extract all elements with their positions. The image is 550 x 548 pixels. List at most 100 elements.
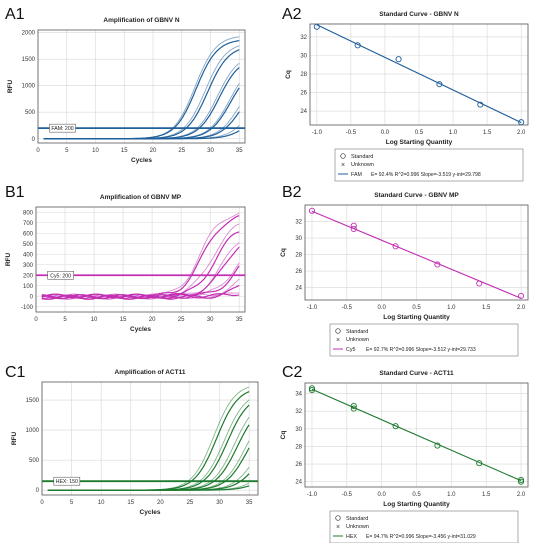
x-tick-label: 20 <box>149 317 156 323</box>
x-tick-label: -1.0 <box>312 130 323 136</box>
y-tick-label: 1500 <box>26 398 40 404</box>
x-tick-label: 0.0 <box>377 305 386 311</box>
x-tick-label: 0.5 <box>412 305 421 311</box>
panel-b2: B2 Standard Curve - GBNV MP -1.0 -0.5 0.0 0.5… <box>280 184 529 357</box>
x-tick-label: 0 <box>36 148 40 154</box>
panel-b1: B1 Amplification of GBNV MP 0 5 10 15 20 25 30 35… <box>5 184 246 333</box>
y-tick-label: 1000 <box>26 428 40 434</box>
threshold-label-box <box>49 123 76 133</box>
panel-label: B1 <box>5 184 25 201</box>
legend: Standard × Unknown FAM E= 92.4% R^2=0.996 Sl… <box>334 148 524 182</box>
x-tick-label: 2.0 <box>517 305 526 311</box>
x-tick-label: 15 <box>121 148 128 154</box>
standard-point <box>517 478 525 485</box>
y-tick-label: 24 <box>295 480 302 486</box>
fit-line <box>311 388 522 482</box>
plot-frame <box>309 23 529 126</box>
x-tick-label: 0.5 <box>412 492 421 498</box>
y-tick-label: 34 <box>295 392 302 398</box>
amplification-curve <box>47 386 250 491</box>
y-tick-label: 300 <box>23 263 34 269</box>
x-tick-label: 1.5 <box>482 492 491 498</box>
y-tick-label: 28 <box>295 444 302 450</box>
x-tick-label: 0.5 <box>415 130 424 136</box>
x-tick-label: -0.5 <box>342 305 353 311</box>
legend-box <box>329 510 519 544</box>
legend-standard-marker <box>340 153 346 159</box>
y-tick-label: 600 <box>23 231 34 237</box>
legend-unknown-marker: × <box>336 337 340 344</box>
amplification-curve <box>47 485 250 491</box>
chart-title: Amplification of GBNV N <box>103 17 180 24</box>
legend-box <box>329 323 519 357</box>
panel-label: A1 <box>5 6 25 23</box>
standard-point <box>350 222 357 229</box>
x-tick-label: -1.0 <box>307 492 318 498</box>
plot-area <box>313 24 525 125</box>
plot-area: FAM: 200 <box>38 36 245 140</box>
x-tick-label: 35 <box>246 500 253 506</box>
y-tick-label: 2000 <box>22 31 36 37</box>
x-tick-label: 15 <box>120 317 127 323</box>
x-tick-label: -1.0 <box>307 305 318 311</box>
y-tick-label: 24 <box>300 109 307 115</box>
y-tick-label: 32 <box>295 409 302 415</box>
x-tick-label: 30 <box>207 317 214 323</box>
x-tick-label: 35 <box>236 317 243 323</box>
x-tick-label: 20 <box>157 500 164 506</box>
x-tick-label: 1.0 <box>447 492 456 498</box>
x-axis-label: Log Starting Quantity <box>383 314 450 321</box>
x-tick-label: 30 <box>207 148 214 154</box>
panel-c1: C1 Amplification of ACT11 0 5 10 15 20 25 30 35 0 5… <box>5 364 259 516</box>
y-tick-label: 1500 <box>22 57 36 63</box>
x-tick-label: 30 <box>216 500 223 506</box>
y-tick-label: 26 <box>295 269 302 275</box>
y-tick-label: 26 <box>295 462 302 468</box>
plot-frame <box>304 382 529 488</box>
plot-frame <box>37 29 246 144</box>
amplification-curve <box>41 212 240 300</box>
y-axis-label: Cq <box>285 70 292 79</box>
x-tick-label: 1.0 <box>447 305 456 311</box>
y-tick-label: 800 <box>23 210 34 216</box>
legend-standard-marker <box>335 515 341 521</box>
standard-point <box>308 207 316 214</box>
legend-fit-stats: E= 92.4% R^2=0.996 Slope=-3.519 y-int=29… <box>371 172 481 178</box>
x-tick-label: 0.0 <box>377 492 386 498</box>
standard-point <box>350 402 357 409</box>
y-tick-label: 0 <box>36 488 40 494</box>
plot-area <box>308 207 525 299</box>
x-tick-label: 2.0 <box>517 492 526 498</box>
panel-label: C2 <box>282 364 303 381</box>
chart-title: Amplification of GBNV MP <box>100 194 182 201</box>
y-tick-label: 0 <box>32 137 36 143</box>
y-tick-label: 700 <box>23 221 34 227</box>
fit-line <box>311 210 522 299</box>
amplification-curve <box>41 262 240 300</box>
x-tick-label: 25 <box>178 148 185 154</box>
y-tick-label: 26 <box>300 91 307 97</box>
amplification-curve <box>41 215 240 300</box>
standard-point <box>350 225 357 233</box>
standard-point <box>395 56 402 63</box>
legend: Standard × Unknown Cy5 E= 92.7% R^2=0.996 Sl… <box>329 323 519 357</box>
standard-point <box>517 476 525 483</box>
x-tick-label: 25 <box>178 317 185 323</box>
y-tick-label: -100 <box>21 305 34 311</box>
legend-fit-name: FAM <box>351 172 362 178</box>
chart-title: Standard Curve - ACT11 <box>379 370 454 377</box>
standard-point <box>392 243 399 250</box>
legend-unknown-label: Unknown <box>346 337 369 343</box>
y-axis-label: Cq <box>280 431 287 440</box>
fit-line <box>316 24 522 124</box>
standard-point <box>436 81 443 88</box>
legend-standard-label: Standard <box>346 516 368 522</box>
amplification-curve <box>43 130 240 140</box>
y-tick-label: 28 <box>300 72 307 78</box>
y-tick-label: 30 <box>295 427 302 433</box>
standard-point <box>313 24 320 30</box>
x-axis-label: Log Starting Quantity <box>383 501 450 508</box>
y-tick-label: 0 <box>30 294 34 300</box>
legend-fit-stats: E= 92.7% R^2=0.996 Slope=-3.512 y-int=29… <box>366 347 476 353</box>
panel-a1: A1 Amplification of GBNV N 0 5 10 15 20 25 30 35 0… <box>5 6 246 164</box>
